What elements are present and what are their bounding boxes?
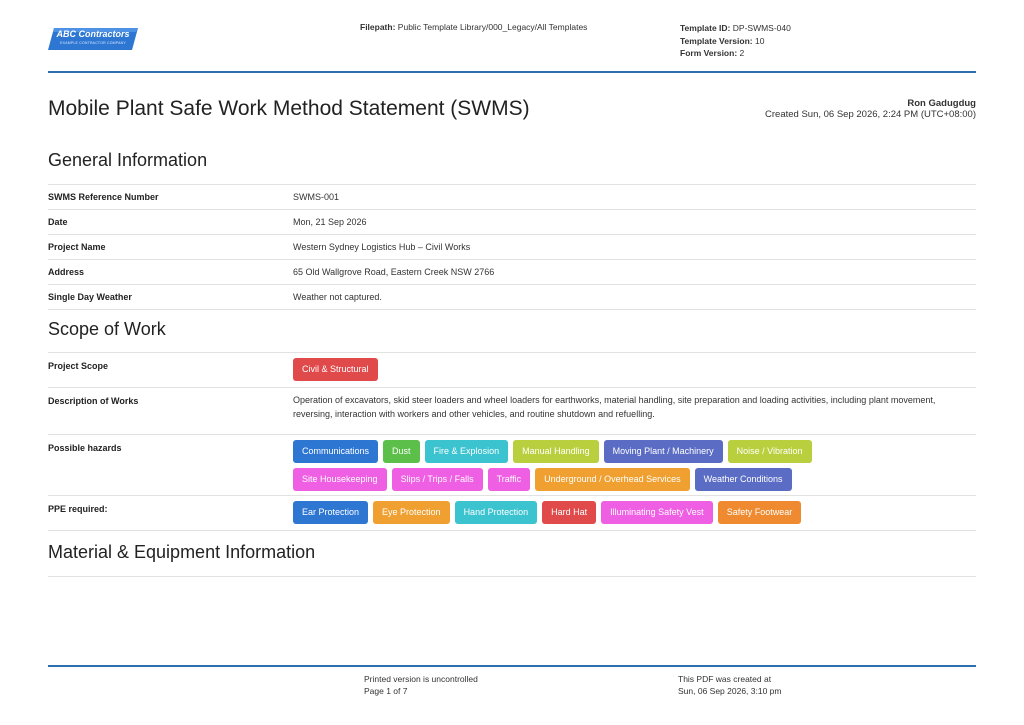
form-version-value: 2 bbox=[739, 48, 745, 58]
template-id-value: DP-SWMS-040 bbox=[732, 23, 791, 33]
logo-badge-icon bbox=[48, 28, 138, 50]
tag-hand-protection: Hand Protection bbox=[454, 501, 538, 524]
uncontrolled-notice: Printed version is uncontrolled bbox=[364, 674, 478, 684]
page-header: ABC Contractors EXAMPLE CONTRACTOR COMPA… bbox=[0, 0, 1024, 72]
tag-manual-handling: Manual Handling bbox=[513, 440, 599, 463]
ppe-label: PPE required: bbox=[48, 504, 108, 514]
tag-communications: Communications bbox=[293, 440, 379, 463]
table-row: Project Name Western Sydney Logistics Hu… bbox=[48, 234, 976, 259]
row-label: Project Name bbox=[48, 242, 106, 252]
tag-safety-footwear: Safety Footwear bbox=[717, 501, 802, 524]
project-scope-label: Project Scope bbox=[48, 361, 109, 371]
table-row: Address 65 Old Wallgrove Road, Eastern C… bbox=[48, 259, 976, 284]
filepath-value: Public Template Library/000_Legacy/All T… bbox=[397, 22, 588, 32]
material-equipment-heading: Material & Equipment Information bbox=[48, 542, 316, 562]
pdf-created-label: This PDF was created at bbox=[678, 674, 772, 684]
scope-of-work-table: Project Scope Civil & Structural Descrip… bbox=[48, 352, 976, 531]
row-label: SWMS Reference Number bbox=[48, 192, 159, 202]
project-scope-tags: Civil & Structural bbox=[293, 358, 973, 386]
tag-weather-conditions: Weather Conditions bbox=[694, 468, 792, 491]
template-meta: Template ID: DP-SWMS-040 Template Versio… bbox=[680, 22, 791, 60]
table-row: Single Day Weather Weather not captured. bbox=[48, 284, 976, 310]
template-version-label: Template Version: bbox=[680, 35, 753, 46]
table-row: SWMS Reference Number SWMS-001 bbox=[48, 184, 976, 209]
form-version-label: Form Version: bbox=[680, 48, 738, 58]
tag-fire-explosion: Fire & Explosion bbox=[424, 440, 509, 463]
footer-divider bbox=[48, 665, 976, 667]
table-row: Date Mon, 21 Sep 2026 bbox=[48, 209, 976, 234]
tag-underground-overhead-services: Underground / Overhead Services bbox=[535, 468, 690, 491]
description-text: Operation of excavators, skid steer load… bbox=[293, 395, 936, 419]
tag-civil-structural: Civil & Structural bbox=[293, 358, 378, 381]
pdf-created-value: Sun, 06 Sep 2026, 3:10 pm bbox=[678, 686, 782, 696]
row-label: Date bbox=[48, 217, 68, 227]
filepath-label: Filepath: bbox=[360, 22, 396, 32]
project-scope-row: Project Scope Civil & Structural bbox=[48, 352, 976, 387]
header-divider bbox=[48, 71, 976, 73]
general-information-heading: General Information bbox=[48, 150, 208, 170]
hazards-row: Possible hazards Communications Dust Fire … bbox=[48, 434, 976, 495]
row-value: Mon, 21 Sep 2026 bbox=[293, 217, 367, 227]
filepath: Filepath: Public Template Library/000_Le… bbox=[360, 22, 587, 32]
tag-dust: Dust bbox=[383, 440, 420, 463]
row-label: Single Day Weather bbox=[48, 292, 132, 302]
tag-moving-plant-machinery: Moving Plant / Machinery bbox=[603, 440, 723, 463]
logo-subtext: EXAMPLE CONTRACTOR COMPANY bbox=[60, 41, 126, 45]
company-logo: ABC Contractors EXAMPLE CONTRACTOR COMPA… bbox=[48, 26, 138, 52]
tag-eye-protection: Eye Protection bbox=[373, 501, 450, 524]
row-value: SWMS-001 bbox=[293, 192, 340, 202]
scope-of-work-heading: Scope of Work bbox=[48, 319, 166, 339]
ppe-row: PPE required: Ear Protection Eye Protecti… bbox=[48, 495, 976, 531]
page-number: Page 1 of 7 bbox=[364, 686, 408, 696]
template-version-value: 10 bbox=[754, 35, 765, 46]
tag-site-housekeeping: Site Housekeeping bbox=[293, 468, 387, 491]
description-label: Description of Works bbox=[48, 396, 139, 406]
tag-hard-hat: Hard Hat bbox=[542, 501, 597, 524]
description-row: Description of Works Operation of excava… bbox=[48, 387, 976, 434]
row-label: Address bbox=[48, 267, 85, 277]
hazards-label: Possible hazards bbox=[48, 443, 122, 453]
row-value: Western Sydney Logistics Hub – Civil Wor… bbox=[293, 242, 471, 252]
created-timestamp: Created Sun, 06 Sep 2026, 2:24 PM (UTC+0… bbox=[765, 109, 976, 120]
template-id-label: Template ID: bbox=[680, 23, 731, 33]
row-value: 65 Old Wallgrove Road, Eastern Creek NSW… bbox=[293, 267, 495, 277]
ppe-tags: Ear Protection Eye Protection Hand Protect… bbox=[293, 501, 973, 529]
author-name: Ron Gadugdug bbox=[907, 98, 976, 109]
page-title: Mobile Plant Safe Work Method Statement … bbox=[48, 97, 530, 120]
section-divider bbox=[48, 576, 976, 577]
footer-right: This PDF was created at Sun, 06 Sep 2026… bbox=[678, 673, 782, 697]
logo-text: ABC Contractors bbox=[56, 29, 130, 39]
footer-left: Printed version is uncontrolled Page 1 o… bbox=[364, 673, 478, 697]
tag-ear-protection: Ear Protection bbox=[293, 501, 369, 524]
tag-slips-trips-falls: Slips / Trips / Falls bbox=[391, 468, 483, 491]
author-block: Ron Gadugdug Created Sun, 06 Sep 2026, 2… bbox=[765, 98, 976, 120]
general-information-table: SWMS Reference Number SWMS-001 Date Mon,… bbox=[48, 184, 976, 310]
hazards-tags: Communications Dust Fire & Explosion Manual… bbox=[293, 440, 973, 496]
tag-illuminating-safety-vest: Illuminating Safety Vest bbox=[601, 501, 713, 524]
row-value: Weather not captured. bbox=[293, 292, 382, 302]
tag-traffic: Traffic bbox=[487, 468, 531, 491]
tag-noise-vibration: Noise / Vibration bbox=[727, 440, 812, 463]
